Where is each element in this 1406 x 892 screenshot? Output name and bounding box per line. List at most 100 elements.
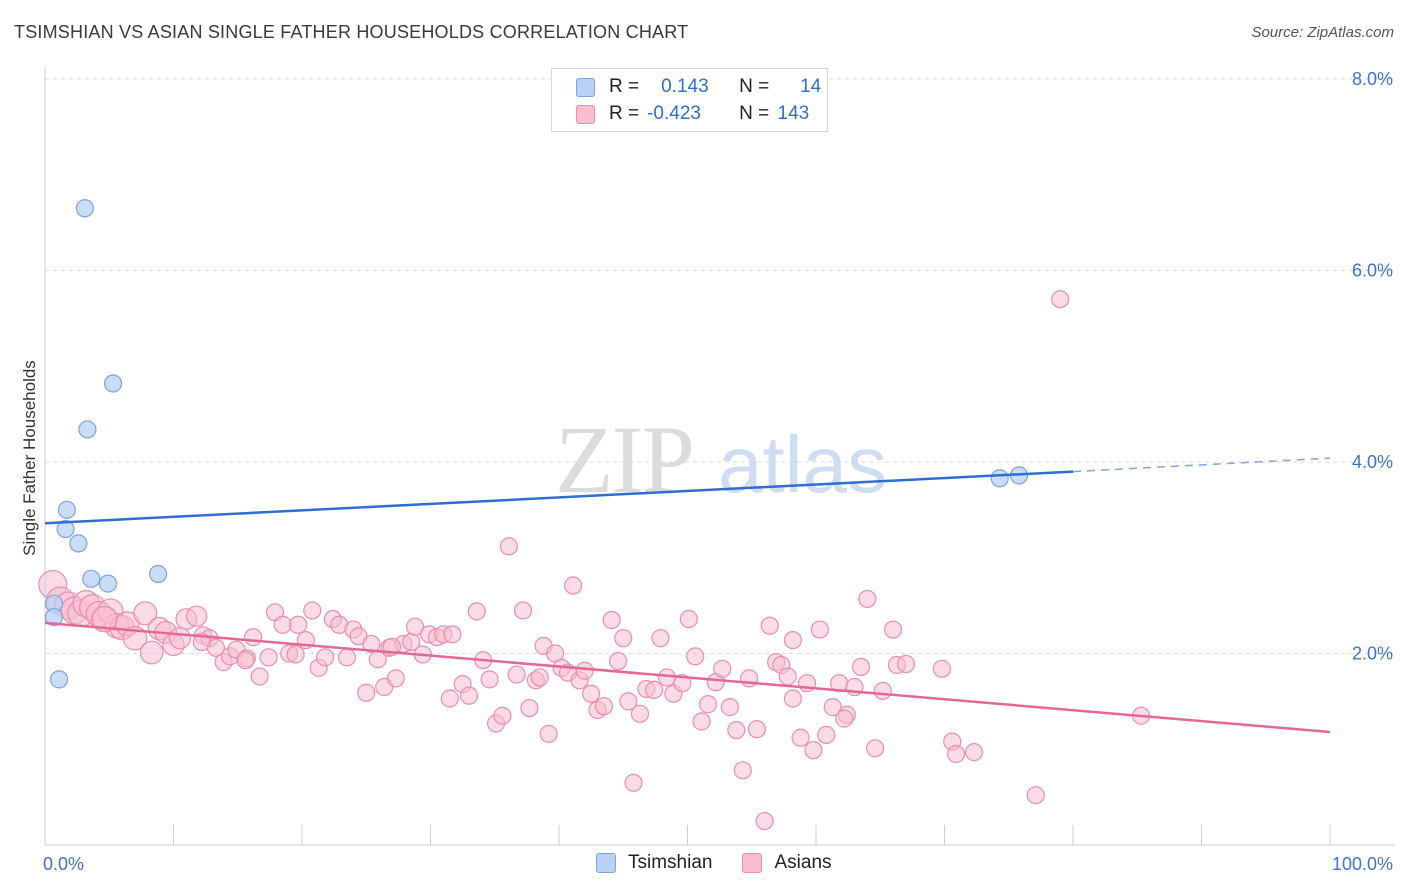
asians-point [673,674,692,693]
asians-point [858,589,877,609]
asians-point [747,720,766,739]
tsimshian-point [56,519,75,539]
tsimshian-point [44,608,64,627]
asians-point [168,627,192,650]
asians-point [713,659,732,678]
asians-point [386,669,405,688]
tick-labels: 2.0% 4.0% 6.0% 8.0% 0.0% 100.0% [43,69,1393,874]
asians-point [619,692,638,711]
asians-point [289,615,308,634]
asians-point [896,654,916,674]
asians-point [133,601,158,626]
x-tick-label-100: 100.0% [1332,854,1393,874]
asians-point [851,657,871,677]
asians-point [783,689,802,708]
grid-lines [45,78,1395,654]
tsimshian-trend-line [44,470,1074,525]
asians-point [250,667,269,686]
asians-point [733,761,752,780]
asians-point [614,629,633,648]
asians-points [38,290,1151,831]
asians-point [946,744,966,764]
asians-point [575,661,594,680]
asians-point [440,689,459,708]
asians-point [499,537,518,556]
source-label: Source: ZipAtlas.com [1251,24,1394,41]
asians-point [783,630,802,650]
asians-point [698,695,718,714]
y-axis-label: Single Father Households [20,360,39,556]
tsimshian-point [75,199,94,218]
y-tick-label-6: 6.0% [1352,261,1393,281]
asians-point [727,720,746,740]
asians-point [185,605,208,627]
asians-point [778,667,797,686]
tsimshian-point [50,670,69,689]
tsimshian-point [990,469,1009,488]
watermark-atlas: atlas [718,420,887,509]
legend-item-tsimshian: Tsimshian [596,852,712,874]
chart-title: TSIMSHIAN VS ASIAN SINGLE FATHER HOUSEHO… [14,22,689,42]
tsimshian-point [82,569,101,588]
tsimshian-point [148,564,168,584]
asians-point [337,648,357,667]
asians-point [1051,290,1070,309]
correlation-legend: R = 0.143 N = 14 R = -0.423 N = 143 [551,68,828,132]
asians-point [513,601,533,620]
tsimshian-point [104,374,123,393]
asians-point [443,625,462,644]
asians-point [273,615,292,634]
axes [44,66,1395,846]
asians-point [507,665,526,684]
asians-point [760,616,779,635]
y-tick-label-2: 2.0% [1352,644,1393,664]
asians-point [791,728,810,747]
asians-point [873,681,892,700]
asians-trend-line [44,621,1331,734]
tsimshian-point [78,420,97,439]
asians-swatch [576,104,595,124]
asians-point [582,684,601,703]
asians-point [357,683,376,702]
asians-point [139,640,164,665]
asians-point [964,743,984,762]
asians-point [720,698,740,717]
asians-point [362,634,381,654]
legend-item-asians: Asians [742,852,832,874]
n-label: N = [739,76,770,97]
asians-point [480,670,499,689]
asians-point [459,686,479,705]
asians-point [810,620,829,639]
tsimshian-r-value: 0.143 [661,76,709,97]
asians-point [244,628,263,647]
r-label: R = [609,76,640,97]
asians-point [530,668,549,687]
n-label: N = [739,103,770,124]
tsimshian-point [69,534,88,553]
series-legend: Tsimshian Asians [596,852,862,874]
asians-point [644,680,664,699]
tsimshian-swatch [576,77,595,97]
asians-point [686,647,705,666]
asians-point [493,706,512,725]
tsimshian-trend-extension [1072,457,1331,473]
asians-point [122,625,148,651]
asians-point [405,617,425,636]
asians-point [835,709,854,728]
asians-point [286,645,305,664]
asians-point [90,605,118,633]
r-label: R = [609,103,640,124]
watermark: ZIP atlas [555,406,887,513]
asians-point [817,725,836,744]
asians-legend-swatch [742,853,763,873]
asians-point [467,602,486,621]
asians-legend-label: Asians [774,852,832,873]
trend-lines [44,457,1331,734]
asians-point [520,698,539,718]
asians-point [823,698,842,717]
asians-point [609,652,628,671]
asians-point [303,601,322,620]
legend-row-asians: R = -0.423 N = 143 [576,103,809,125]
asians-point [651,629,670,648]
